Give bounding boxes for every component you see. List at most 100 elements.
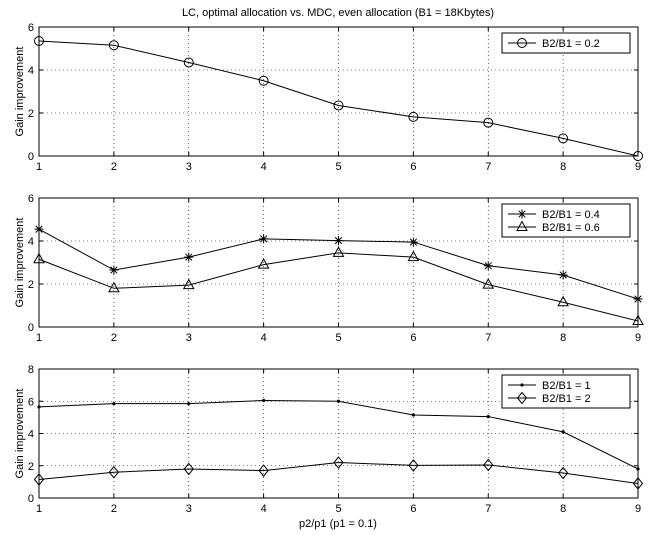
data-point (408, 237, 418, 247)
data-point (259, 234, 269, 244)
legend-marker (520, 383, 524, 387)
data-point (407, 250, 420, 262)
series-line (38, 252, 639, 322)
data-point (483, 117, 494, 128)
data-point (633, 294, 643, 304)
data-point (262, 398, 266, 403)
data-point (332, 246, 345, 257)
data-point (184, 252, 194, 262)
x-tick-label: 2 (111, 332, 117, 344)
x-tick-label: 4 (261, 332, 267, 344)
data-point (558, 270, 568, 280)
y-tick-label: 6 (28, 396, 34, 408)
data-point (258, 464, 269, 477)
x-tick-label: 7 (485, 161, 491, 173)
data-point (483, 261, 493, 271)
y-tick-label: 6 (28, 193, 34, 205)
data-point (34, 35, 44, 46)
y-tick-label: 0 (28, 322, 34, 334)
x-tick-label: 6 (410, 161, 416, 173)
legend: B2/B1 = 1B2/B1 = 2 (501, 374, 631, 409)
series-line (38, 462, 639, 484)
y-tick-label: 6 (28, 22, 34, 34)
data-point (109, 265, 119, 275)
y-axis-label: Gain improvement (14, 218, 26, 308)
legend-marker (517, 209, 527, 219)
legend-marker (516, 391, 528, 405)
panel-middle: 1 2 3 4 5 6 7 8 9 0 2 4 6 Gain improvement B2/B1 = 0.4… (14, 193, 644, 344)
y-axis-label: Gain improvement (14, 389, 26, 479)
y-tick-label: 8 (28, 364, 34, 376)
chart-title: LC, optimal allocation vs. MDC, even all… (182, 7, 494, 19)
y-tick-label: 2 (28, 461, 34, 473)
data-point (333, 100, 344, 111)
data-point (108, 465, 120, 479)
x-tick-label: 3 (186, 161, 192, 173)
series-line (38, 40, 639, 157)
data-point (33, 252, 45, 264)
x-tick-label: 2 (111, 161, 117, 173)
legend-marker (517, 38, 527, 48)
x-tick-label: 2 (111, 503, 117, 515)
x-tick-label: 5 (335, 332, 341, 344)
data-point (632, 477, 644, 490)
x-axis-label: p2/p1 (p1 = 0.1) (299, 518, 377, 530)
panel-top: 1 2 3 4 5 6 7 8 9 0 2 4 6 Gain improvement B2/B1 = 0.2 (14, 22, 643, 173)
x-tick-label: 5 (335, 161, 341, 173)
data-point (633, 151, 643, 161)
data-point (557, 295, 569, 307)
data-point (486, 414, 490, 419)
data-point (333, 456, 344, 469)
x-tick-label: 8 (560, 332, 566, 344)
data-point (187, 402, 191, 406)
legend-label: B2/B1 = 1 (542, 380, 591, 392)
data-point (182, 278, 195, 290)
data-point (334, 236, 343, 246)
x-tick-label: 7 (485, 332, 491, 344)
x-tick-label: 4 (261, 503, 267, 515)
y-tick-label: 4 (28, 236, 34, 248)
data-point (108, 40, 119, 51)
data-point (108, 281, 120, 293)
y-axis-label: Gain improvement (14, 47, 26, 137)
x-tick-label: 9 (635, 332, 641, 344)
data-point (411, 413, 415, 417)
data-point (183, 462, 194, 476)
data-point (636, 467, 640, 471)
x-tick-label: 4 (261, 161, 267, 173)
legend-label: B2/B1 = 0.4 (542, 209, 600, 221)
data-point (33, 473, 45, 486)
x-tick-label: 9 (635, 503, 641, 515)
data-point (336, 399, 341, 403)
y-tick-label: 4 (28, 65, 34, 77)
panel-bottom: 1 2 3 4 5 6 7 8 9 0 2 4 6 8 Gain improvement B2/B1 = 1B… (14, 364, 644, 515)
legend: B2/B1 = 0.2 (501, 32, 631, 54)
x-tick-label: 9 (635, 161, 641, 173)
y-tick-label: 2 (28, 279, 34, 291)
data-point (632, 314, 644, 325)
x-tick-label: 3 (186, 503, 192, 515)
x-tick-label: 6 (410, 332, 416, 344)
x-tick-label: 8 (560, 503, 566, 515)
x-tick-label: 7 (485, 503, 491, 515)
x-tick-label: 5 (335, 503, 341, 515)
legend-label: B2/B1 = 0.6 (542, 222, 600, 234)
y-tick-label: 0 (28, 493, 34, 505)
x-tick-label: 1 (36, 161, 42, 173)
data-point (37, 405, 41, 409)
data-point (112, 402, 116, 406)
y-tick-label: 4 (28, 429, 34, 441)
legend: B2/B1 = 0.4B2/B1 = 0.6 (501, 203, 631, 238)
data-point (483, 458, 494, 472)
legend-box (501, 203, 631, 238)
legend-marker (516, 220, 528, 231)
legend-box (501, 32, 631, 54)
x-tick-label: 1 (36, 503, 42, 515)
data-point (183, 57, 194, 68)
data-point (257, 258, 270, 269)
series-line (38, 399, 639, 470)
y-tick-label: 2 (28, 108, 34, 120)
x-tick-label: 1 (36, 332, 42, 344)
data-point (558, 133, 569, 144)
